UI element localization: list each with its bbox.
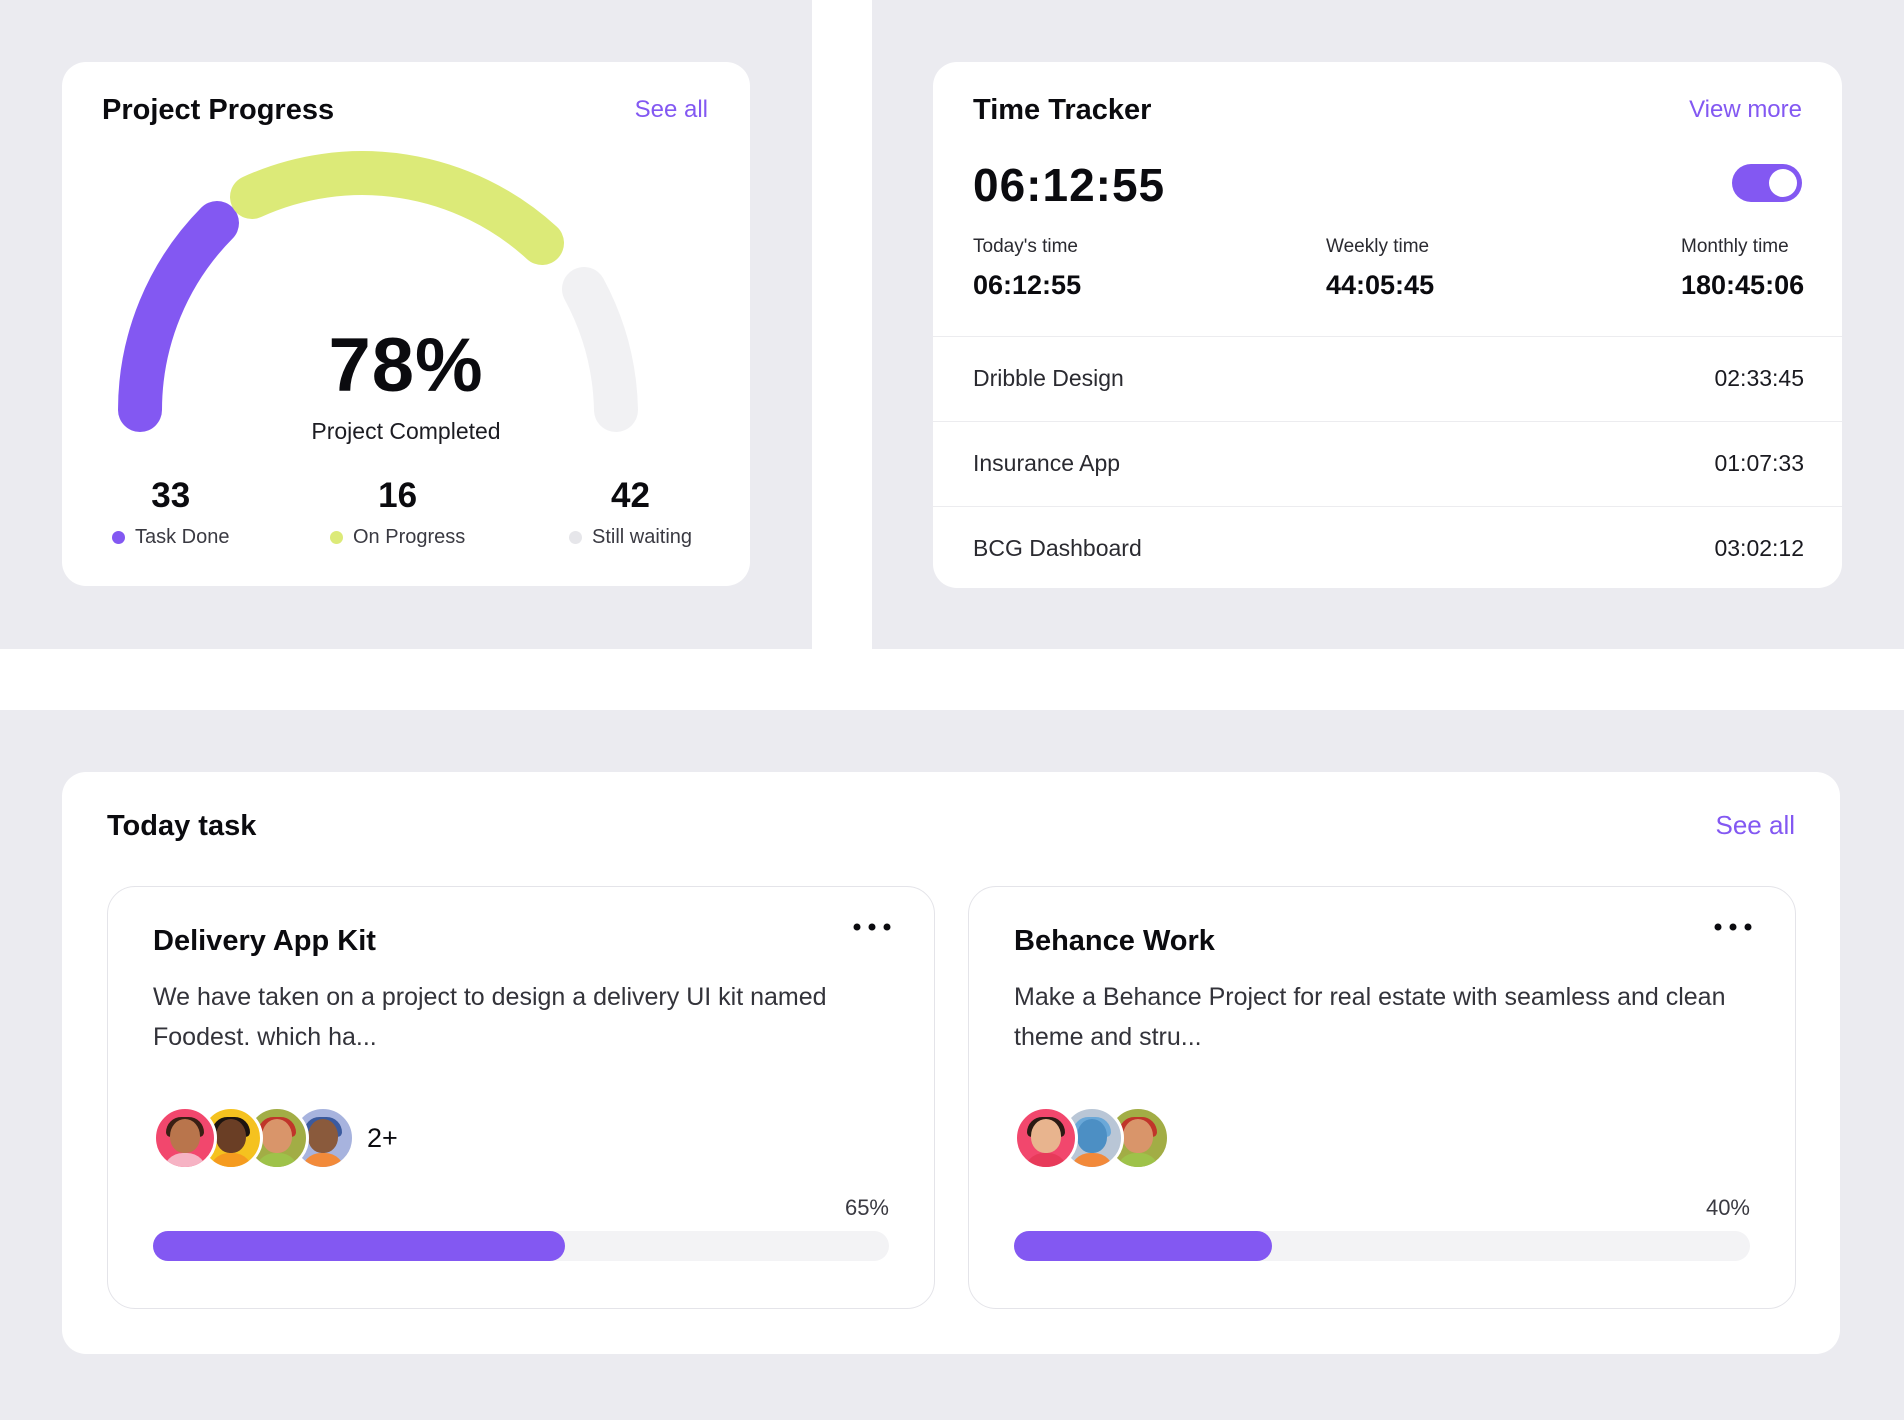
- progress-gauge: [118, 151, 638, 432]
- today-task-card: Today task See all Delivery App Kit We h…: [62, 772, 1840, 1354]
- todays-time-stat: Today's time 06:12:55: [973, 236, 1081, 301]
- stat-label: Monthly time: [1681, 236, 1789, 257]
- task-progress-fill: [153, 1231, 566, 1261]
- stat-value: 44:05:45: [1326, 270, 1435, 300]
- project-name: Insurance App: [973, 450, 1121, 476]
- task-description: Make a Behance Project for real estate w…: [1014, 983, 1726, 1051]
- task-title: Behance Work: [1014, 925, 1215, 957]
- stat-value: 16: [378, 476, 418, 515]
- list-item[interactable]: Dribble Design 02:33:45: [933, 336, 1842, 421]
- gauge-segment-progress: [230, 151, 564, 265]
- task-progress-bar: [1014, 1231, 1750, 1261]
- weekly-time-stat: Weekly time 44:05:45: [1326, 236, 1434, 301]
- stat-value: 180:45:06: [1681, 270, 1805, 300]
- avatar-group[interactable]: 2+: [153, 1105, 398, 1171]
- avatar: [1014, 1106, 1078, 1170]
- today-task-title: Today task: [107, 810, 257, 842]
- completion-label: Project Completed: [311, 418, 501, 444]
- task-card-delivery-app-kit[interactable]: Delivery App Kit We have taken on a proj…: [107, 886, 935, 1309]
- monthly-time-stat: Monthly time 180:45:06: [1681, 236, 1804, 301]
- project-time: 01:07:33: [1714, 450, 1804, 476]
- avatar: [1106, 1106, 1170, 1170]
- stat-value: 33: [151, 476, 191, 515]
- see-all-link[interactable]: See all: [634, 96, 708, 123]
- timer-clock: 06:12:55: [973, 159, 1166, 211]
- stat-value: 42: [611, 476, 650, 515]
- completion-percent: 78%: [328, 323, 484, 408]
- stat-label: Today's time: [973, 236, 1079, 257]
- task-percent: 65%: [844, 1195, 889, 1220]
- stat-value: 06:12:55: [973, 270, 1082, 300]
- task-progress-fill: [1014, 1231, 1272, 1261]
- stat-label: On Progress: [353, 526, 466, 548]
- avatars-more-count: 2+: [367, 1122, 398, 1153]
- task-progress-bar: [153, 1231, 889, 1261]
- time-tracker-title: Time Tracker: [973, 94, 1152, 126]
- dot-icon: [112, 531, 125, 544]
- stat-still-waiting: 42 Still waiting: [569, 476, 692, 549]
- dot-icon: [330, 531, 343, 544]
- toggle-knob: [1769, 169, 1797, 197]
- gauge-segment-done: [118, 201, 239, 432]
- project-name: BCG Dashboard: [973, 535, 1142, 561]
- avatar-group[interactable]: [1014, 1105, 1182, 1171]
- timer-toggle[interactable]: [1732, 164, 1802, 202]
- gauge-segment-waiting: [562, 267, 638, 432]
- task-description: We have taken on a project to design a d…: [153, 983, 827, 1051]
- dot-icon: [569, 531, 582, 544]
- view-more-link[interactable]: View more: [1689, 96, 1802, 123]
- project-progress-title: Project Progress: [102, 94, 335, 126]
- task-title: Delivery App Kit: [153, 925, 376, 957]
- time-tracker-card: Time Tracker View more 06:12:55 Today's …: [933, 62, 1842, 588]
- stat-label: Task Done: [135, 526, 230, 548]
- project-time: 02:33:45: [1714, 365, 1804, 391]
- project-name: Dribble Design: [973, 365, 1124, 391]
- more-options-icon[interactable]: [852, 917, 892, 937]
- project-progress-card: Project Progress See all 78% Project Com…: [62, 62, 750, 586]
- list-item[interactable]: BCG Dashboard 03:02:12: [933, 506, 1842, 588]
- project-time: 03:02:12: [1714, 535, 1804, 561]
- more-options-icon[interactable]: [1713, 917, 1753, 937]
- see-all-link[interactable]: See all: [1715, 810, 1796, 840]
- stat-task-done: 33 Task Done: [112, 476, 230, 549]
- avatar: [153, 1106, 217, 1170]
- task-percent: 40%: [1705, 1195, 1750, 1220]
- task-card-behance-work[interactable]: Behance Work Make a Behance Project for …: [968, 886, 1796, 1309]
- stat-label: Still waiting: [592, 526, 693, 548]
- stat-on-progress: 16 On Progress: [330, 476, 465, 549]
- stat-label: Weekly time: [1326, 236, 1430, 257]
- list-item[interactable]: Insurance App 01:07:33: [933, 421, 1842, 506]
